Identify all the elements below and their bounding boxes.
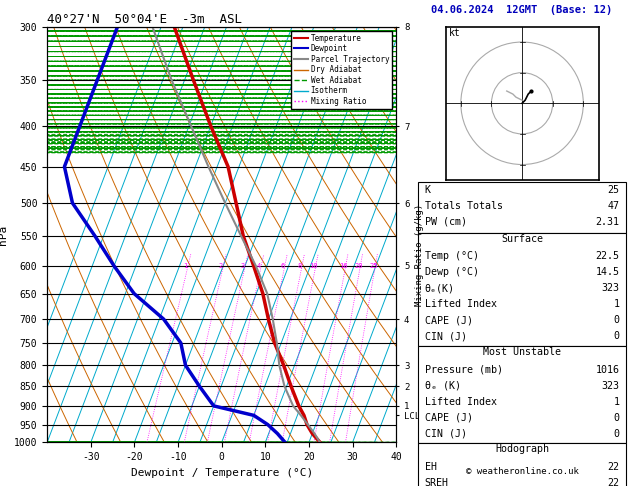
Y-axis label: km
ASL: km ASL: [423, 226, 445, 243]
Text: CIN (J): CIN (J): [425, 429, 467, 439]
Text: θₑ (K): θₑ (K): [425, 381, 460, 391]
Text: Most Unstable: Most Unstable: [483, 347, 561, 357]
Text: kt: kt: [448, 28, 460, 38]
Text: Lifted Index: Lifted Index: [425, 397, 496, 407]
Text: © weatheronline.co.uk: © weatheronline.co.uk: [465, 467, 579, 476]
Text: CAPE (J): CAPE (J): [425, 413, 472, 423]
Text: 14.5: 14.5: [596, 267, 620, 278]
Text: θₑ(K): θₑ(K): [425, 283, 455, 294]
Text: 1016: 1016: [596, 364, 620, 375]
Text: 8: 8: [298, 263, 302, 269]
Text: PW (cm): PW (cm): [425, 217, 467, 227]
Text: 0: 0: [613, 429, 620, 439]
Text: 20: 20: [354, 263, 362, 269]
Text: 22.5: 22.5: [596, 251, 620, 261]
Text: 22: 22: [608, 478, 620, 486]
Text: 47: 47: [608, 201, 620, 211]
Text: Pressure (mb): Pressure (mb): [425, 364, 503, 375]
Text: 1: 1: [183, 263, 187, 269]
Text: Temp (°C): Temp (°C): [425, 251, 479, 261]
Text: Hodograph: Hodograph: [495, 444, 549, 454]
Text: 04.06.2024  12GMT  (Base: 12): 04.06.2024 12GMT (Base: 12): [431, 4, 613, 15]
Text: 25: 25: [369, 263, 377, 269]
Text: Mixing Ratio (g/kg): Mixing Ratio (g/kg): [415, 204, 424, 306]
Text: 3: 3: [241, 263, 245, 269]
Legend: Temperature, Dewpoint, Parcel Trajectory, Dry Adiabat, Wet Adiabat, Isotherm, Mi: Temperature, Dewpoint, Parcel Trajectory…: [291, 31, 392, 109]
Text: K: K: [425, 185, 431, 195]
Y-axis label: hPa: hPa: [0, 225, 8, 244]
Text: 40°27'N  50°04'E  -3m  ASL: 40°27'N 50°04'E -3m ASL: [47, 13, 242, 26]
Text: 6: 6: [281, 263, 284, 269]
Text: 1: 1: [613, 397, 620, 407]
Text: 22: 22: [608, 462, 620, 472]
Text: EH: EH: [425, 462, 437, 472]
Text: 25: 25: [608, 185, 620, 195]
Text: 16: 16: [339, 263, 348, 269]
Text: 1: 1: [613, 299, 620, 310]
Text: CAPE (J): CAPE (J): [425, 315, 472, 326]
Text: 4: 4: [257, 263, 261, 269]
Text: 0: 0: [613, 315, 620, 326]
Text: 10: 10: [309, 263, 318, 269]
Text: 0: 0: [613, 413, 620, 423]
Text: 323: 323: [601, 381, 620, 391]
Text: 0: 0: [613, 331, 620, 342]
Text: SREH: SREH: [425, 478, 448, 486]
Text: 323: 323: [601, 283, 620, 294]
Text: Dewp (°C): Dewp (°C): [425, 267, 479, 278]
Text: 2: 2: [219, 263, 223, 269]
Text: Surface: Surface: [501, 234, 543, 244]
Text: CIN (J): CIN (J): [425, 331, 467, 342]
Text: 2.31: 2.31: [596, 217, 620, 227]
Text: Totals Totals: Totals Totals: [425, 201, 503, 211]
X-axis label: Dewpoint / Temperature (°C): Dewpoint / Temperature (°C): [131, 468, 313, 478]
Text: Lifted Index: Lifted Index: [425, 299, 496, 310]
